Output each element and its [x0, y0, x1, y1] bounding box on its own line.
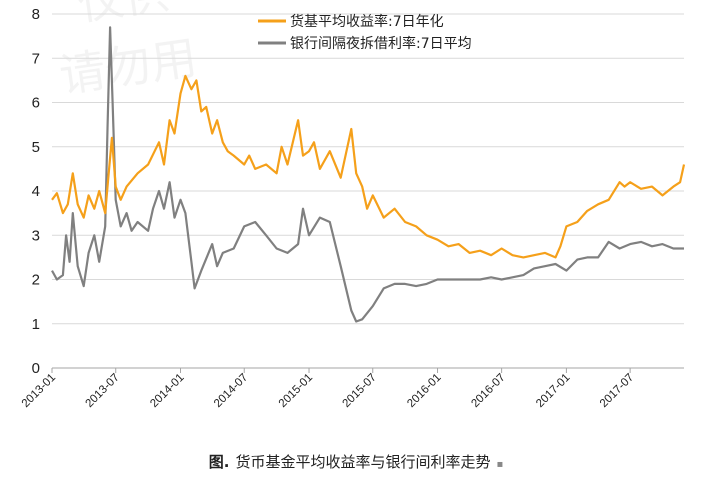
caption-prefix: 图.: [208, 453, 230, 471]
x-tick-label: 2017-01: [534, 372, 572, 410]
figure-caption: 图. 货币基金平均收益率与银行间利率走势 ▪: [0, 451, 712, 472]
plot-lines: [51, 26, 686, 323]
y-tick-label: 3: [32, 227, 40, 244]
series-line-1: [51, 74, 686, 259]
caption-mark: ▪: [496, 459, 504, 470]
x-tick-label: 2013-01: [20, 372, 58, 410]
x-tick-label: 2014-07: [212, 372, 250, 410]
x-tick-label: 2015-01: [277, 372, 315, 410]
caption-text: 货币基金平均收益率与银行间利率走势: [235, 453, 491, 471]
y-tick-label: 4: [32, 183, 40, 200]
y-tick-label: 0: [32, 360, 40, 377]
x-tick-label: 2016-01: [405, 372, 443, 410]
legend-label-2: 银行间隔夜拆借利率:7日平均: [290, 35, 472, 52]
y-axis: 0 1 2 3 4 5 6 7 8: [32, 6, 40, 377]
y-tick-label: 5: [32, 139, 40, 156]
x-tick-label: 2015-07: [341, 372, 379, 410]
watermark-line-2: 请勿用: [56, 30, 200, 103]
x-tick-label: 2013-07: [84, 372, 122, 410]
x-tick-label: 2016-07: [469, 372, 507, 410]
watermark: 仅供 请勿用: [56, 0, 200, 103]
y-tick-label: 1: [32, 316, 40, 333]
legend-label-1: 货基平均收益率:7日年化: [290, 13, 444, 30]
series-line-2: [51, 26, 684, 323]
y-tick-label: 2: [32, 272, 40, 289]
x-tick-label: 2014-01: [148, 372, 186, 410]
x-axis: 2013-01 2013-07 2014-01 2014-07 2015-01 2015-…: [20, 367, 684, 410]
watermark-line-1: 仅供: [74, 0, 173, 31]
y-tick-label: 8: [32, 6, 40, 23]
x-tick-label: 2017-07: [598, 372, 636, 410]
y-tick-label: 6: [32, 95, 40, 112]
y-tick-label: 7: [32, 50, 40, 67]
